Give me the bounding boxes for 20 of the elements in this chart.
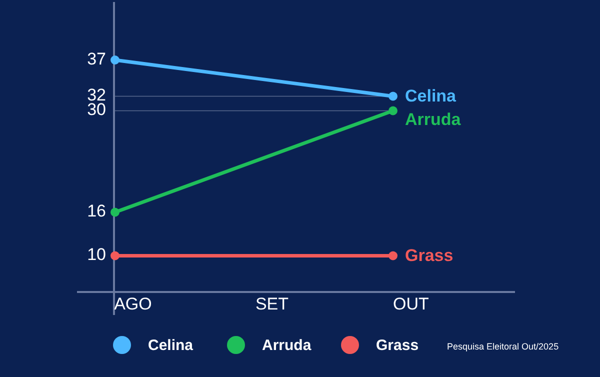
y-tick-label: 10: [87, 245, 106, 264]
x-tick-label: OUT: [393, 294, 429, 314]
point: [388, 106, 398, 116]
x-tick-label: SET: [255, 294, 289, 314]
y-tick-label: 16: [87, 202, 106, 221]
point: [388, 92, 398, 101]
text: Grass: [405, 246, 454, 266]
legend-label: Grass: [376, 336, 419, 354]
y-tick-label: 37: [87, 49, 106, 68]
point: [110, 251, 120, 260]
text: Celina: [405, 86, 456, 106]
text: Pesquisa Eleitoral Out/2025: [447, 341, 559, 352]
x-tick-label: AGO: [114, 294, 152, 314]
text: Arruda: [405, 110, 461, 130]
point: [388, 251, 398, 260]
legend-label: Arruda: [262, 336, 312, 354]
y-tick-label: 30: [87, 100, 106, 120]
point: [110, 208, 120, 217]
point: [110, 56, 120, 64]
legend-label: Celina: [148, 336, 194, 354]
